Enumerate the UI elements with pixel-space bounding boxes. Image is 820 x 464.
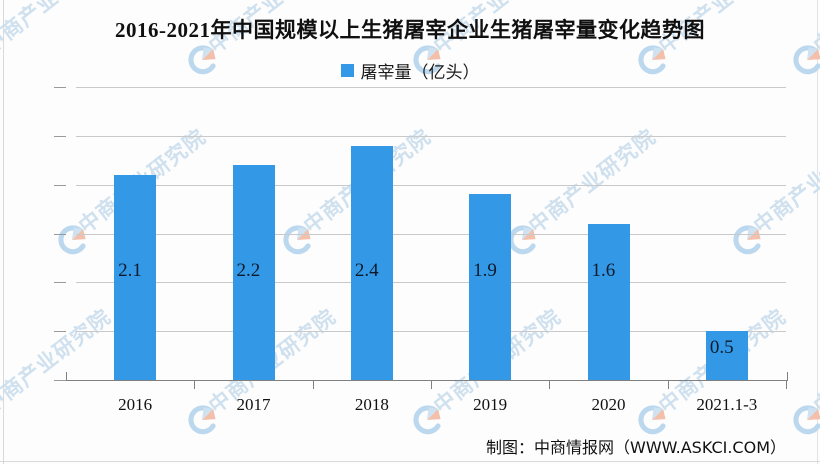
x-axis-tick-mark [431, 380, 432, 389]
frame-border-left [3, 0, 4, 464]
gridline [76, 135, 786, 137]
watermark-text: 中商产业研究院 [809, 304, 820, 419]
legend-item-slaughter-volume: 屠宰量（亿头） [340, 58, 480, 83]
x-axis-tick-label: 2020 [591, 395, 626, 414]
legend-swatch-icon [340, 64, 354, 77]
plot-area: 3.02.52.01.51.00.50.02.120162.220172.420… [54, 87, 788, 414]
bar-value-label: 2.2 [236, 260, 261, 282]
x-axis-tick-label: 2018 [354, 395, 389, 414]
bar [469, 194, 512, 380]
x-axis-tick-mark [194, 380, 196, 389]
bar-value-label: 2.1 [118, 260, 142, 282]
x-axis-tick-mark [786, 380, 787, 389]
gridline [76, 87, 786, 88]
bar-value-label: 2.4 [354, 260, 379, 282]
x-axis-tick-label: 2016 [118, 395, 153, 414]
bar [587, 223, 630, 380]
y-axis-tick-mark [54, 233, 66, 235]
watermark-logo-icon [790, 403, 820, 437]
bar [350, 145, 393, 380]
gridline [76, 184, 786, 186]
y-axis-tick-mark [54, 282, 66, 284]
y-axis-tick-mark [54, 331, 66, 333]
watermark-tile: 中商产业研究院 [790, 0, 820, 175]
bar-value-label: 1.9 [473, 260, 497, 282]
y-axis-tick-mark [54, 87, 66, 88]
gridline [76, 282, 786, 284]
x-axis-tick-mark [667, 380, 669, 389]
x-axis-tick-mark [549, 380, 551, 389]
y-axis-tick-mark [54, 380, 66, 381]
chart-legend: 屠宰量（亿头） [0, 58, 820, 83]
frame-border-right [817, 0, 818, 464]
watermark-logo-icon [185, 403, 219, 437]
gridline [76, 233, 786, 235]
bar [114, 174, 157, 380]
x-axis-right-cap [787, 372, 788, 381]
bar-value-label: 0.5 [709, 337, 734, 359]
x-axis-line [66, 380, 788, 381]
watermark-tile: 中商产业研究院 [185, 305, 375, 464]
x-axis-left-cap [66, 372, 67, 381]
bar [232, 165, 275, 380]
legend-label: 屠宰量（亿头） [360, 63, 480, 83]
x-axis-tick-label: 2019 [473, 395, 508, 414]
bar [705, 331, 748, 380]
frame-border-bottom [0, 461, 820, 462]
y-axis-tick-mark [54, 184, 66, 186]
x-axis-tick-label: 2017 [236, 395, 271, 414]
watermark-logo-icon [635, 403, 669, 437]
gridline [76, 331, 786, 333]
y-axis-tick-mark [54, 135, 66, 137]
x-axis-tick-label: 2021.1-3 [696, 395, 758, 414]
bar-value-label: 1.6 [591, 260, 616, 282]
watermark-logo-icon [410, 403, 444, 437]
x-axis-tick-mark [312, 380, 314, 389]
chart-title: 2016-2021年中国规模以上生猪屠宰企业生猪屠宰量变化趋势图 [115, 18, 705, 42]
watermark-tile: 中商产业研究院 [790, 305, 820, 464]
chart-credit: 制图：中商情报网（WWW.ASKCI.COM） [486, 438, 786, 457]
